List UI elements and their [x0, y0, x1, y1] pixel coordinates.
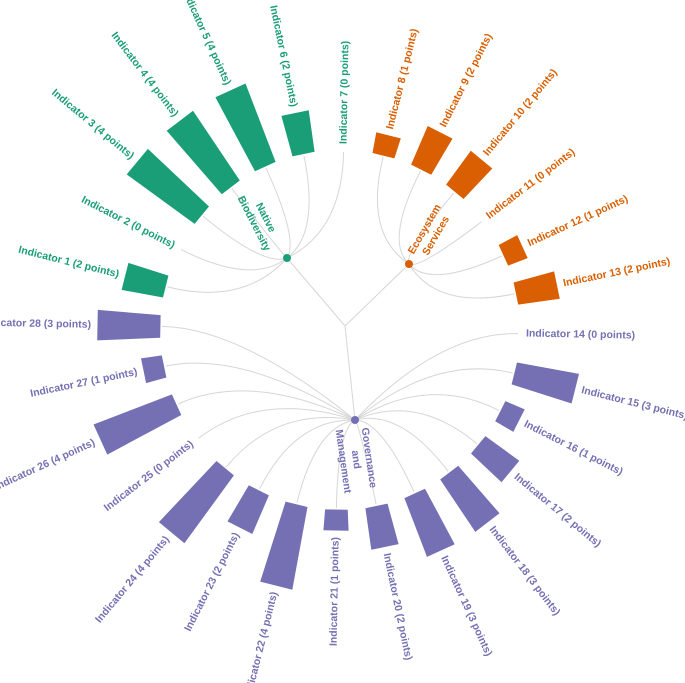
bar-indicator-23 [227, 485, 269, 534]
bar-label-indicator-13: Indicator 13 (2 points) [562, 255, 671, 289]
bar-indicator-8 [372, 132, 401, 159]
bar-label-indicator-4: Indicator 4 (4 points) [109, 30, 181, 119]
bar-label-indicator-14: Indicator 14 (0 points) [526, 327, 635, 341]
bar-label-indicator-7: Indicator 7 (0 points) [337, 41, 351, 144]
link-indicator-28-3-points [161, 325, 356, 421]
bar-indicator-17 [471, 436, 520, 483]
bar-indicator-22 [260, 501, 308, 590]
bar-indicator-27 [141, 355, 167, 384]
bar-label-indicator-28: Indicator 28 (3 points) [0, 317, 91, 331]
group-link-ecosystem-services [344, 263, 410, 327]
bar-label-indicator-16: Indicator 16 (1 points) [522, 418, 625, 478]
link-indicator-23-2-points [259, 419, 356, 490]
bar-label-indicator-3: Indicator 3 (4 points) [49, 87, 136, 162]
link-indicator-16-1-points [354, 394, 500, 421]
bar-indicator-4 [166, 110, 240, 195]
bar-indicator-13 [513, 271, 560, 305]
bar-label-indicator-2: Indicator 2 (0 points) [79, 194, 177, 251]
bar-indicator-20 [365, 503, 399, 550]
bar-label-indicator-11: Indicator 11 (0 points) [484, 146, 578, 221]
link-indicator-14-0-points [354, 333, 519, 421]
bar-label-indicator-27: Indicator 27 (1 points) [29, 366, 138, 400]
bar-indicator-26 [93, 394, 182, 455]
bar-indicator-19 [404, 488, 455, 557]
link-indicator-26-4-points [177, 390, 356, 421]
bar-label-indicator-21: Indicator 21 (1 points) [328, 537, 342, 646]
group-node-governance-and-management [351, 416, 359, 424]
links-layer [161, 151, 519, 509]
link-indicator-1-2-points [167, 257, 288, 293]
link-indicator-3-4-points [202, 215, 288, 260]
bar-label-indicator-9: Indicator 9 (2 points) [437, 32, 494, 130]
bar-indicator-18 [440, 465, 500, 532]
bar-label-indicator-15: Indicator 15 (3 points) [580, 384, 685, 422]
link-indicator-6-2-points [286, 155, 310, 259]
bar-label-indicator-20: Indicator 20 (2 points) [381, 552, 415, 661]
bar-label-indicator-17: Indicator 17 (2 points) [512, 471, 604, 550]
bar-indicator-15 [511, 362, 579, 404]
link-indicator-13-2-points [408, 263, 515, 299]
link-indicator-21-1-points [335, 419, 356, 509]
bar-indicator-5 [215, 83, 276, 172]
bar-label-indicator-5: Indicator 5 (4 points) [179, 0, 233, 87]
group-label-line: and [349, 450, 363, 470]
group-label-governance-and-management: GovernanceandManagement [333, 425, 380, 494]
bar-indicator-6 [281, 110, 315, 157]
bar-indicator-24 [158, 461, 234, 544]
bar-indicator-9 [411, 126, 453, 175]
bar-label-indicator-22: Indicator 22 (4 points) [242, 590, 280, 683]
group-nodes-layer: NativeBiodiversity EcosystemServices Gover… [235, 188, 455, 494]
bar-indicator-10 [446, 150, 493, 199]
bar-label-indicator-19: Indicator 19 (3 points) [438, 554, 494, 658]
link-indicator-2-0-points [180, 249, 288, 271]
link-indicator-7-0-points [286, 151, 345, 259]
bar-indicator-28 [97, 309, 161, 341]
bars-layer [93, 83, 579, 590]
link-indicator-22-4-points [296, 419, 356, 503]
link-indicator-9-2-points [398, 170, 421, 265]
bar-label-indicator-24: Indicator 24 (4 points) [93, 534, 172, 626]
bar-label-indicator-18: Indicator 18 (3 points) [487, 524, 563, 618]
group-label-native-biodiversity: NativeBiodiversity [235, 188, 285, 253]
bar-label-indicator-6: Indicator 6 (2 points) [267, 4, 300, 108]
bar-indicator-21 [323, 509, 349, 531]
bar-label-indicator-26: Indicator 26 (4 points) [0, 437, 97, 493]
link-indicator-24-4-points [225, 417, 356, 468]
group-node-native-biodiversity [283, 254, 291, 262]
link-indicator-18-3-points [354, 417, 449, 472]
link-indicator-25-0-points [198, 408, 356, 439]
link-indicator-8-1-points [376, 157, 410, 265]
bar-indicator-1 [121, 262, 169, 298]
group-node-ecosystem-services [405, 260, 413, 268]
bar-label-indicator-8: Indicator 8 (1 points) [384, 27, 421, 130]
group-label-ecosystem-services: EcosystemServices [406, 202, 455, 263]
group-link-native-biodiversity [286, 257, 346, 327]
bar-indicator-3 [126, 148, 209, 224]
bar-indicator-16 [495, 401, 525, 432]
bar-indicator-12 [498, 235, 528, 266]
bar-label-indicator-10: Indicator 10 (2 points) [481, 67, 560, 159]
bar-label-indicator-1: Indicator 1 (2 points) [17, 244, 120, 281]
link-indicator-15-3-points [354, 368, 513, 421]
link-indicator-5-4-points [265, 167, 291, 259]
link-indicator-27-1-points [165, 362, 356, 421]
bar-label-indicator-23: Indicator 23 (2 points) [182, 531, 242, 634]
bar-label-indicator-12: Indicator 12 (1 points) [526, 193, 630, 249]
group-link-governance-and-management [344, 325, 356, 421]
link-indicator-19-3-points [354, 419, 415, 493]
link-indicator-17-2-points [354, 410, 478, 445]
link-indicator-12-1-points [408, 255, 503, 276]
